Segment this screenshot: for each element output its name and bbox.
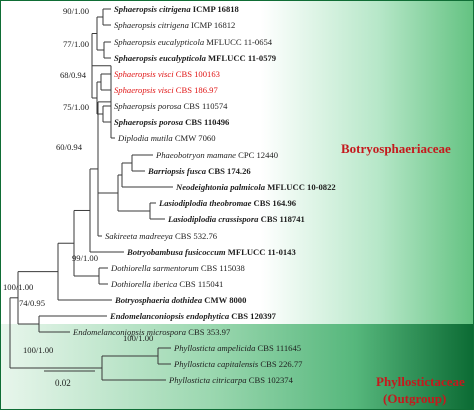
taxon-label: Phyllosticta capitalensis CBS 226.77 (173, 359, 303, 369)
taxon-species-name: Sphaeropsis eucalypticola (114, 53, 207, 63)
taxon-label: Sphaeropsis porosa CBS 110496 (114, 117, 230, 127)
taxon-strain-id: CBS 118741 (258, 214, 304, 224)
taxon-strain-id: CBS 102374 (247, 375, 294, 385)
tree-branches (9, 8, 173, 381)
taxon-label: Dothiorella iberica CBS 115041 (110, 279, 223, 289)
taxon-strain-id: CMW 7060 (173, 133, 216, 143)
taxon-label: Barriopsis fusca CBS 174.26 (147, 166, 251, 176)
taxon-species-name: Neodeightonia palmicola (175, 182, 266, 192)
taxon-label: Sphaeropsis porosa CBS 110574 (114, 101, 228, 111)
taxon-label: Dothiorella sarmentorum CBS 115038 (110, 263, 245, 273)
support-value: 68/0.94 (60, 70, 87, 80)
taxon-label: Sphaeropsis citrigena ICMP 16812 (114, 20, 235, 30)
support-value: 74/0.95 (19, 298, 45, 308)
family-label-phyllostictaceae: Phyllostictaceae (376, 374, 465, 389)
taxon-label: Sphaeropsis citrigena ICMP 16818 (114, 4, 240, 14)
support-value: 100/1.00 (123, 333, 153, 343)
support-value: 75/1.00 (63, 102, 89, 112)
taxon-label: Sphaeropsis eucalypticola MFLUCC 11-0579 (114, 53, 276, 63)
support-value: 99/1.00 (72, 253, 98, 263)
taxon-strain-id: MFLUCC 11-0579 (206, 53, 276, 63)
taxon-species-name: Phyllosticta capitalensis (173, 359, 259, 369)
taxon-strain-id: CBS 226.77 (258, 359, 303, 369)
taxon-labels: Sphaeropsis citrigena ICMP 16818Sphaerop… (72, 4, 336, 385)
taxon-species-name: Endomelanconiopsis microspora (72, 327, 186, 337)
taxon-label: Endomelanconiopsis endophytica CBS 12039… (109, 311, 277, 321)
taxon-label: Lasiodiplodia crassispora CBS 118741 (167, 214, 305, 224)
taxon-species-name: Phyllosticta ampelicida (173, 343, 255, 353)
taxon-strain-id: CBS 353.97 (186, 327, 231, 337)
taxon-label: Sphaeropsis visci CBS 186.97 (114, 85, 218, 95)
taxon-strain-id: CPC 12440 (236, 150, 278, 160)
taxon-strain-id: CBS 100163 (174, 69, 220, 79)
taxon-species-name: Sphaeropsis eucalypticola (114, 37, 204, 47)
taxon-strain-id: CBS 110496 (183, 117, 230, 127)
taxon-species-name: Diplodia mutila (117, 133, 173, 143)
support-values: 90/1.00 77/1.00 68/0.94 75/1.00 60/0.94 99/1.… (3, 6, 153, 355)
scale-bar-label: 0.02 (55, 378, 71, 388)
taxon-species-name: Barriopsis fusca (147, 166, 207, 176)
taxon-label: Sphaeropsis eucalypticola MFLUCC 11-0654 (114, 37, 273, 47)
taxon-strain-id: CBS 186.97 (174, 85, 219, 95)
taxon-label: Diplodia mutila CMW 7060 (117, 133, 216, 143)
taxon-strain-id: CBS 120397 (229, 311, 276, 321)
taxon-species-name: Sphaeropsis citrigena (114, 20, 189, 30)
taxon-species-name: Lasiodiplodia crassispora (167, 214, 259, 224)
taxon-species-name: Endomelanconiopsis endophytica (109, 311, 230, 321)
taxon-label: Endomelanconiopsis microspora CBS 353.97 (72, 327, 231, 337)
taxon-strain-id: CBS 110574 (181, 101, 228, 111)
support-value: 100/1.00 (3, 282, 33, 292)
taxon-label: Neodeightonia palmicola MFLUCC 10-0822 (175, 182, 336, 192)
taxon-species-name: Sphaeropsis porosa (114, 117, 184, 127)
taxon-species-name: Sphaeropsis citrigena (114, 4, 191, 14)
taxon-strain-id: MFLUCC 11-0143 (226, 247, 296, 257)
taxon-label: Botryosphaeria dothidea CMW 8000 (114, 295, 246, 305)
support-value: 100/1.00 (23, 345, 53, 355)
taxon-species-name: Sphaeropsis visci (114, 85, 174, 95)
taxon-label: Sakireeta madreeya CBS 532.76 (105, 231, 218, 241)
taxon-strain-id: CBS 115041 (177, 279, 223, 289)
family-label-botryosphaeriaceae: Botryosphaeriaceae (341, 141, 451, 156)
taxon-strain-id: CBS 174.26 (206, 166, 251, 176)
taxon-species-name: Botryosphaeria dothidea (114, 295, 203, 305)
taxon-strain-id: MFLUCC 11-0654 (204, 37, 273, 47)
family-label-outgroup: (Outgroup) (383, 391, 446, 406)
botryosphaeriaceae-panel (0, 0, 474, 324)
taxon-strain-id: CBS 111645 (255, 343, 301, 353)
taxon-species-name: Botryobambusa fusicoccum (126, 247, 226, 257)
taxon-species-name: Sphaeropsis visci (114, 69, 174, 79)
taxon-species-name: Dothiorella iberica (110, 279, 177, 289)
taxon-label: Phyllosticta ampelicida CBS 111645 (173, 343, 301, 353)
taxon-species-name: Dothiorella sarmentorum (110, 263, 199, 273)
taxon-species-name: Sakireeta madreeya (105, 231, 173, 241)
phyllostictaceae-panel (0, 324, 474, 410)
taxon-label: Phyllosticta citricarpa CBS 102374 (168, 375, 294, 385)
taxon-label: Phaeobotryon mamane CPC 12440 (155, 150, 278, 160)
taxon-strain-id: MFLUCC 10-0822 (265, 182, 336, 192)
support-value: 60/0.94 (56, 142, 83, 152)
support-value: 77/1.00 (63, 39, 89, 49)
taxon-strain-id: ICMP 16818 (191, 4, 240, 14)
taxon-strain-id: CMW 8000 (202, 295, 246, 305)
taxon-strain-id: CBS 164.96 (251, 198, 296, 208)
taxon-strain-id: ICMP 16812 (189, 20, 235, 30)
taxon-label: Lasiodiplodia theobromae CBS 164.96 (158, 198, 297, 208)
taxon-strain-id: CBS 532.76 (173, 231, 218, 241)
taxon-species-name: Lasiodiplodia theobromae (158, 198, 252, 208)
taxon-species-name: Phaeobotryon mamane (155, 150, 236, 160)
taxon-species-name: Phyllosticta citricarpa (168, 375, 247, 385)
taxon-species-name: Sphaeropsis porosa (114, 101, 181, 111)
taxon-strain-id: CBS 115038 (199, 263, 245, 273)
support-value: 90/1.00 (63, 6, 89, 16)
taxon-label: Sphaeropsis visci CBS 100163 (114, 69, 220, 79)
taxon-label: Botryobambusa fusicoccum MFLUCC 11-0143 (126, 247, 296, 257)
